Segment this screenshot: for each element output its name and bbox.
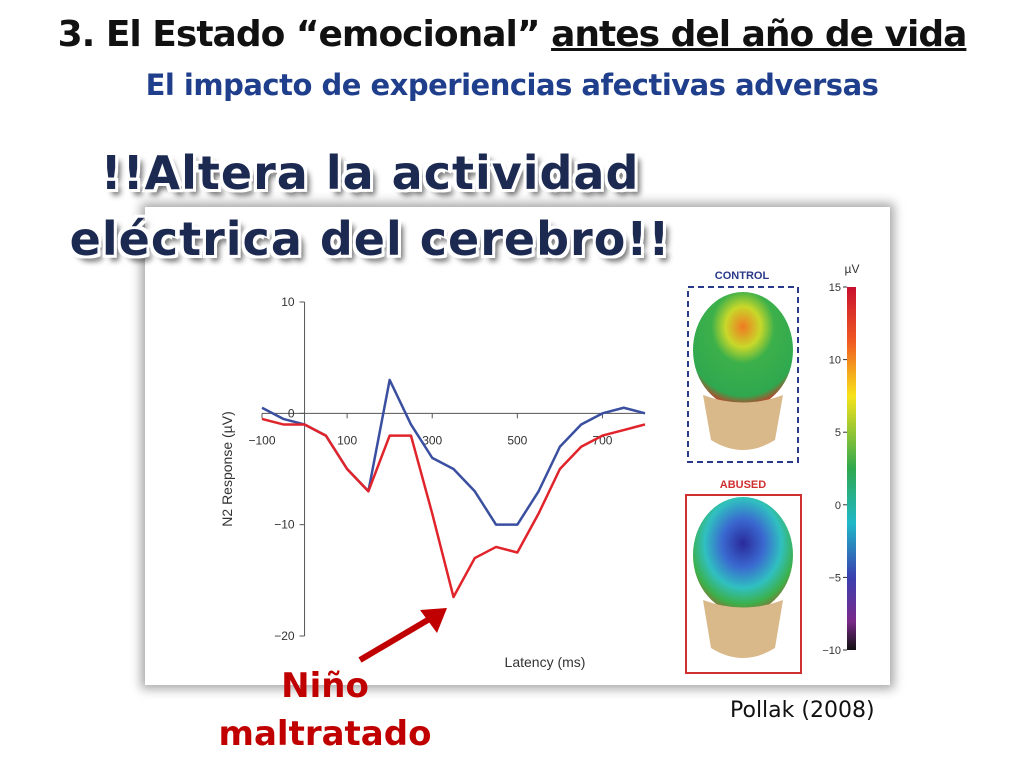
- abused-head: [693, 497, 793, 613]
- title: 3. El Estado “emocional” antes del año d…: [0, 14, 1024, 55]
- series-line: [261, 378, 646, 526]
- arrow-shaft: [358, 611, 440, 663]
- control-face: [703, 395, 783, 450]
- colorbar-tick-label: 5: [835, 427, 841, 439]
- colorbar-tick-label: −10: [822, 645, 841, 657]
- control-head: [693, 292, 793, 408]
- x-tick-label: −100: [248, 433, 275, 447]
- colorbar-tick-label: 10: [829, 355, 841, 367]
- annotation: Niño maltratado: [205, 662, 445, 758]
- y-tick-label: 10: [281, 295, 295, 309]
- x-axis-label: Latency (ms): [505, 654, 586, 670]
- map-label: ABUSED: [720, 479, 767, 491]
- colorbar: [847, 287, 856, 650]
- title-underlined: antes del año de vida: [551, 14, 967, 55]
- x-tick-label: 500: [507, 433, 527, 447]
- head-maps: CONTROL ABUSED µV: [685, 262, 860, 674]
- y-axis-label: N2 Response (µV): [219, 411, 235, 526]
- y-tick-label: 0: [288, 406, 295, 420]
- series-line: [261, 417, 646, 599]
- colorbar-tick-label: −5: [828, 572, 841, 584]
- callout-line: !!Altera la actividad: [100, 146, 640, 200]
- abused-box: [685, 494, 802, 674]
- callout-line: eléctrica del cerebro!!: [69, 212, 671, 266]
- colorbar-unit: µV: [845, 262, 860, 276]
- x-tick-label: 100: [337, 433, 357, 447]
- arrow-head: [420, 608, 447, 633]
- colorbar-tick-label: 15: [829, 282, 841, 294]
- annotation-line: Niño: [281, 666, 369, 706]
- annotation-line: maltratado: [218, 714, 432, 754]
- x-tick-label: 300: [422, 433, 442, 447]
- control-box: [687, 286, 799, 463]
- y-tick-label: −10: [274, 518, 295, 532]
- callout: !!Altera la actividad eléctrica del cere…: [60, 140, 680, 272]
- y-tick-label: −20: [274, 629, 295, 643]
- abused-face: [703, 600, 783, 658]
- title-text: 3. El Estado “emocional”: [57, 14, 541, 55]
- citation: Pollak (2008): [730, 698, 875, 723]
- colorbar-tick-label: 0: [835, 500, 841, 512]
- map-label: CONTROL: [715, 270, 770, 282]
- subtitle: El impacto de experiencias afectivas adv…: [145, 68, 879, 102]
